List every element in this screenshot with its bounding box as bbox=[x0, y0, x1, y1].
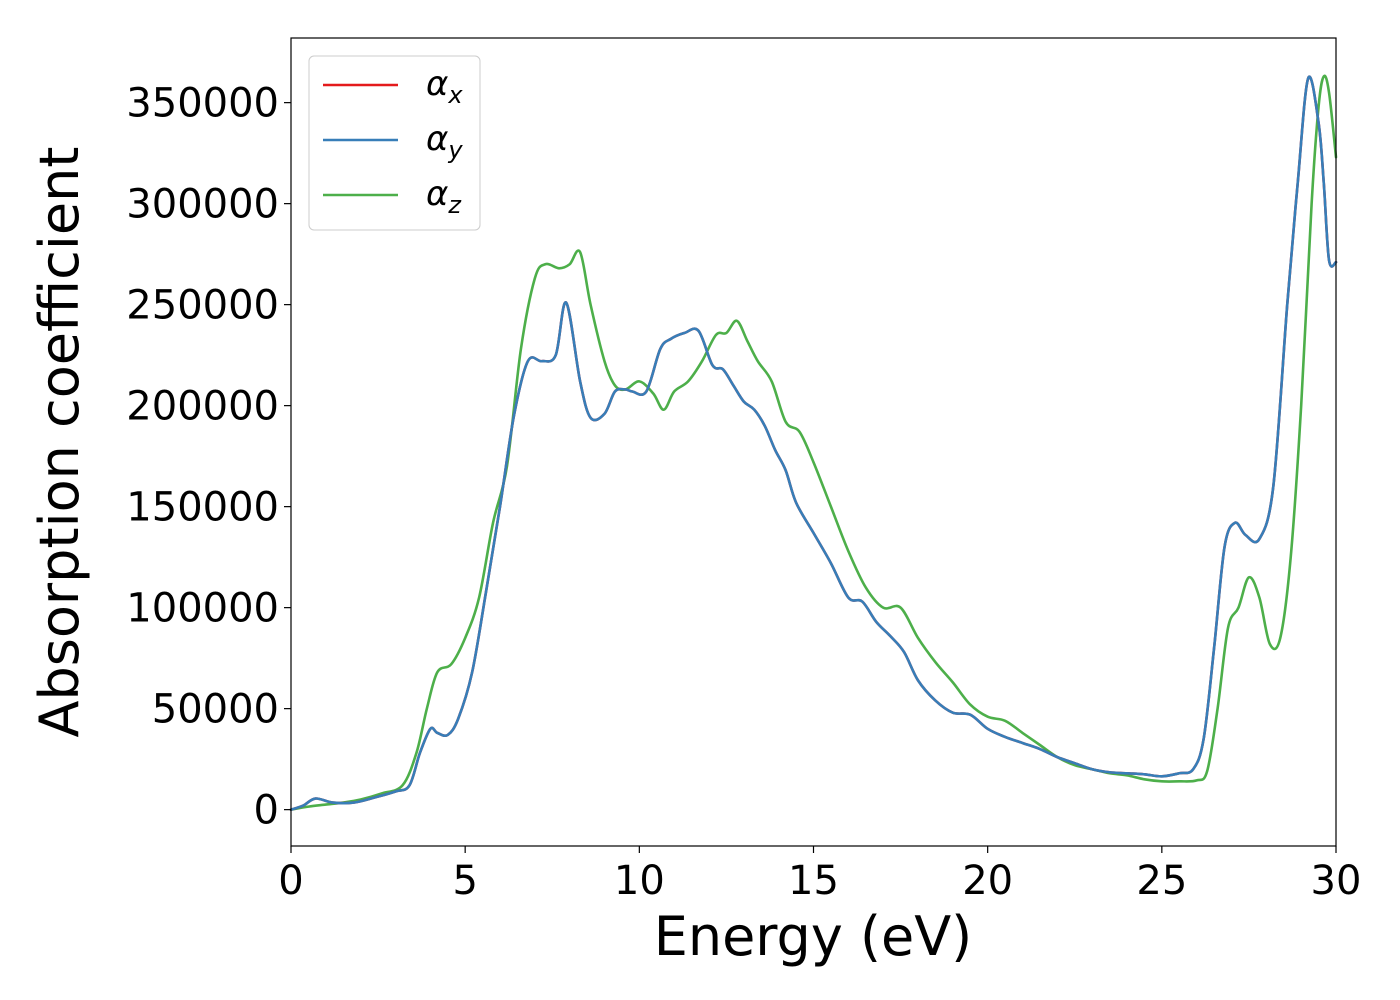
y-tick-label: 350000 bbox=[126, 81, 279, 127]
y-tick-label: 300000 bbox=[126, 182, 279, 228]
legend-label-subscript: x bbox=[447, 81, 463, 109]
series-line-z bbox=[289, 74, 1338, 811]
y-tick-label: 250000 bbox=[126, 283, 279, 329]
x-tick-label: 10 bbox=[614, 858, 665, 904]
legend-label-symbol: α bbox=[426, 119, 448, 159]
legend-label-subscript: z bbox=[447, 191, 462, 219]
x-tick-label: 15 bbox=[788, 858, 839, 904]
x-axis-label: Energy (eV) bbox=[654, 905, 973, 968]
legend-label-y: αy bbox=[426, 119, 463, 164]
y-tick-label: 100000 bbox=[126, 586, 279, 632]
y-tick-label: 50000 bbox=[152, 687, 279, 733]
legend-label-z: αz bbox=[426, 174, 462, 219]
x-tick-label: 25 bbox=[1136, 858, 1187, 904]
y-tick-label: 200000 bbox=[126, 384, 279, 430]
legend-box bbox=[308, 55, 481, 231]
legend-label-subscript: y bbox=[447, 136, 463, 164]
legend-label-symbol: α bbox=[426, 64, 448, 104]
series-line-y bbox=[289, 75, 1338, 811]
legend-label-symbol: α bbox=[426, 174, 448, 214]
y-axis-label: Absorption coefficient bbox=[28, 147, 91, 738]
legend-label-x: αx bbox=[426, 64, 463, 109]
x-tick-label: 30 bbox=[1311, 858, 1362, 904]
y-tick-label: 150000 bbox=[126, 485, 279, 531]
y-tick-label: 0 bbox=[254, 788, 279, 834]
x-tick-label: 5 bbox=[452, 858, 477, 904]
x-tick-label: 0 bbox=[278, 858, 303, 904]
series-layer bbox=[289, 74, 1338, 811]
x-tick-label: 20 bbox=[962, 858, 1013, 904]
y-axis-ticks: 0 50000 100000 150000 200000 250000 300000 3500… bbox=[126, 81, 291, 834]
x-axis-ticks: 0 5 10 15 20 25 30 bbox=[278, 846, 1361, 904]
